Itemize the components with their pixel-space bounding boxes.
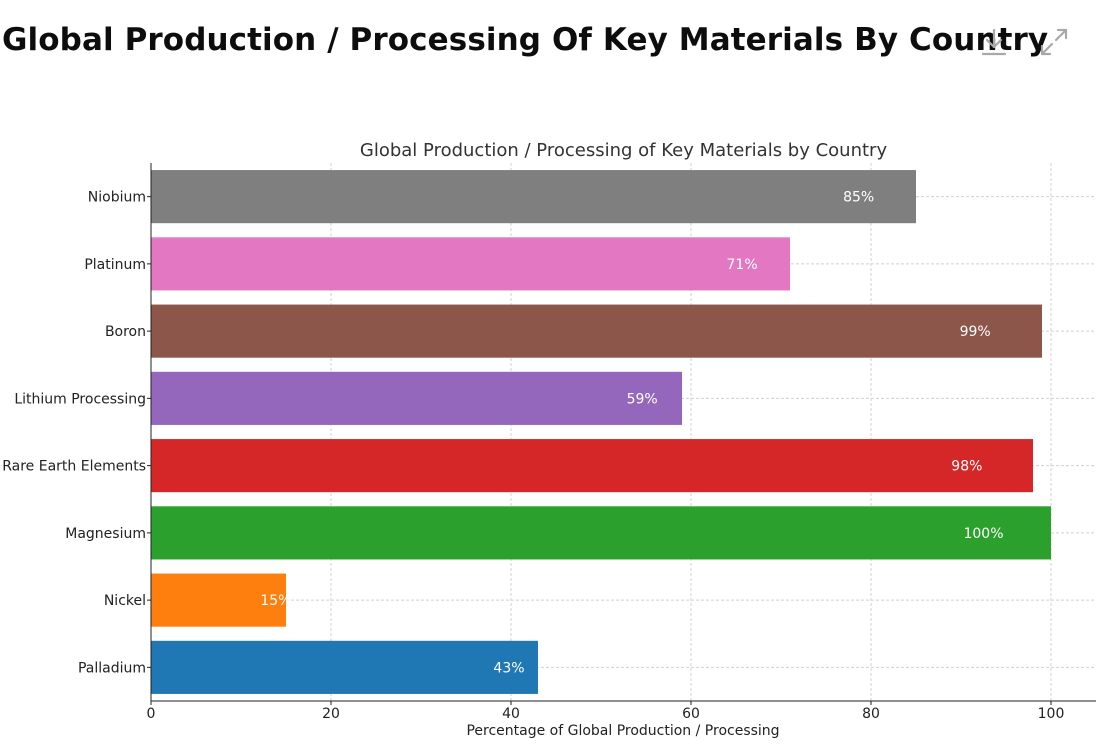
expand-icon (1040, 28, 1068, 56)
download-button[interactable] (976, 24, 1012, 60)
y-tick-label: Platinum (84, 257, 146, 273)
bar-palladium (151, 640, 538, 694)
page-title: Global Production / Processing Of Key Ma… (2, 22, 1049, 58)
y-tick-label: Nickel (104, 593, 146, 609)
y-tick-label: Boron (105, 324, 146, 340)
x-tick-label: 80 (862, 706, 880, 722)
bar-value-label: 100% (963, 526, 1003, 542)
bar-lithium-processing (151, 371, 682, 425)
bar-value-label: 71% (727, 257, 758, 273)
page-header: Global Production / Processing Of Key Ma… (0, 0, 1096, 90)
x-axis-label: Percentage of Global Production / Proces… (466, 723, 779, 739)
download-icon (981, 28, 1007, 56)
x-tick-label: 0 (147, 706, 156, 722)
bar-rare-earth-elements (151, 439, 1033, 493)
y-tick-label: Niobium (88, 190, 146, 206)
x-tick-label: 20 (322, 706, 340, 722)
bar-platinum (151, 237, 790, 291)
bar-value-label: 59% (627, 391, 658, 407)
expand-button[interactable] (1036, 24, 1072, 60)
bar-value-label: 99% (960, 324, 991, 340)
bar-magnesium (151, 506, 1051, 560)
bar-value-label: 85% (843, 190, 874, 206)
x-tick-label: 40 (502, 706, 520, 722)
bar-value-label: 15% (260, 593, 291, 609)
x-tick-label: 100 (1038, 706, 1065, 722)
y-tick-label: Lithium Processing (14, 391, 146, 407)
x-tick-label: 60 (682, 706, 700, 722)
bar-nickel (151, 573, 286, 627)
bar-value-label: 98% (951, 459, 982, 475)
chart-title: Global Production / Processing of Key Ma… (360, 140, 888, 161)
y-tick-label: Palladium (78, 660, 146, 676)
y-tick-label: Magnesium (65, 526, 146, 542)
bar-boron (151, 304, 1042, 358)
bar-value-label: 43% (493, 660, 524, 676)
y-tick-label: Rare Earth Elements (2, 459, 146, 475)
bar-niobium (151, 170, 916, 224)
